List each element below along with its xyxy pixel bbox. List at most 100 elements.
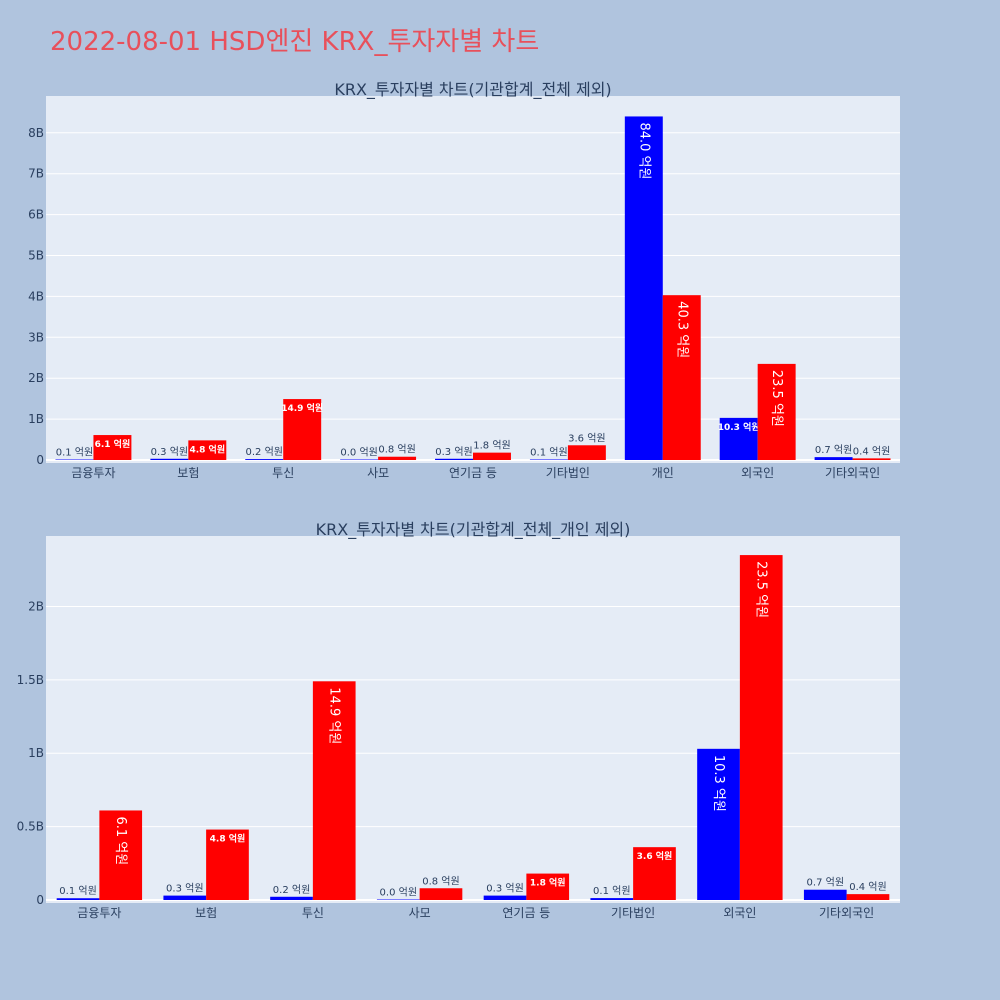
- bar-value-label: 23.5 억원: [769, 370, 784, 427]
- y-tick-label: 4B: [28, 289, 44, 303]
- bar: [312, 681, 356, 900]
- y-tick-label: 1.5B: [17, 673, 44, 687]
- bar: [697, 748, 740, 900]
- bar-value-label: 1.8 억원: [530, 877, 566, 889]
- bar: [150, 458, 189, 460]
- bar: [206, 829, 249, 900]
- x-tick-label: 보험: [195, 906, 217, 920]
- bar: [340, 459, 379, 460]
- y-tick-label: 8B: [28, 126, 44, 140]
- bar: [283, 399, 322, 460]
- bar-value-label: 4.8 억원: [210, 833, 246, 845]
- bar-value-label: 0.1 억원: [56, 447, 93, 459]
- bar-value-label: 4.8 억원: [189, 443, 225, 455]
- bar: [662, 295, 701, 460]
- bar-value-label: 0.7 억원: [815, 444, 852, 456]
- bar: [803, 889, 847, 900]
- bar: [846, 894, 890, 900]
- y-tick-label: 6B: [28, 208, 44, 222]
- y-tick-label: 0.5B: [17, 820, 44, 834]
- bar: [245, 459, 284, 460]
- bar-value-label: 0.2 억원: [273, 884, 310, 896]
- y-tick-label: 1B: [28, 412, 44, 426]
- bar: [590, 898, 634, 900]
- y-tick-label: 7B: [28, 167, 44, 181]
- y-tick-label: 5B: [28, 249, 44, 263]
- x-tick-label: 기타법인: [546, 466, 590, 480]
- bar-value-label: 0.4 억원: [853, 445, 890, 457]
- bar-value-label: 3.6 억원: [637, 850, 673, 862]
- page-title: 2022-08-01 HSD엔진 KRX_투자자별 차트: [50, 27, 539, 57]
- chart-panel-2: 0 0.5B 1B 1.5B 2B KRX_투자자별 차트(기관합계_전체_개인 제외) 금…: [17, 520, 900, 920]
- bar-value-label: 0.0 억원: [340, 447, 377, 459]
- bar-value-label: 0.4 억원: [849, 881, 886, 893]
- bar: [633, 847, 676, 900]
- bar-value-label: 1.8 억원: [473, 440, 510, 452]
- y-tick-label: 0: [36, 453, 44, 467]
- bar-value-label: 84.0 억원: [636, 122, 651, 179]
- bar: [757, 363, 796, 460]
- bar: [56, 898, 100, 900]
- bar: [483, 895, 527, 900]
- bar: [852, 458, 891, 460]
- x-tick-label: 개인: [652, 466, 674, 480]
- x-tick-label: 기타법인: [611, 906, 655, 920]
- bar: [739, 555, 783, 900]
- bar-value-label: 6.1 억원: [95, 438, 131, 450]
- y-tick-label: 1B: [28, 746, 44, 760]
- bar: [567, 445, 606, 460]
- bar-value-label: 0.3 억원: [486, 883, 523, 895]
- bar-value-label: 23.5 억원: [754, 561, 769, 618]
- x-tick-label: 투신: [272, 466, 294, 480]
- bar: [624, 116, 663, 461]
- bar-value-label: 0.7 억원: [807, 877, 844, 889]
- bar: [376, 899, 420, 900]
- y-tick-label: 2B: [28, 599, 44, 613]
- y-tick-label: 2B: [28, 371, 44, 385]
- bar: [163, 895, 207, 900]
- x-tick-label: 외국인: [741, 466, 774, 480]
- bar-value-label: 0.0 억원: [380, 887, 417, 899]
- x-tick-label: 금융투자: [77, 906, 121, 920]
- bar: [529, 459, 568, 460]
- bar-value-label: 0.1 억원: [530, 446, 567, 458]
- bar-value-label: 10.3 억원: [711, 755, 726, 812]
- bar-value-label: 0.1 억원: [59, 885, 96, 897]
- bar-value-label: 0.3 억원: [435, 446, 472, 458]
- chart-panel-1: 0 1B 2B 3B 4B 5B 6B 7B 8B KRX_투자자별 차트(기관합계_전체 제외)…: [28, 80, 900, 480]
- x-tick-label: 보험: [177, 466, 199, 480]
- bar: [93, 435, 132, 460]
- y-tick-label: 0: [36, 893, 44, 907]
- x-tick-label: 연기금 등: [502, 906, 550, 920]
- bar: [188, 440, 227, 460]
- bar-value-label: 40.3 억원: [674, 301, 689, 358]
- bar-value-label: 0.8 억원: [422, 875, 459, 887]
- bar-value-label: 6.1 억원: [113, 816, 128, 865]
- x-tick-label: 연기금 등: [449, 466, 497, 480]
- y-tick-label: 3B: [28, 330, 44, 344]
- bar: [378, 456, 417, 460]
- x-tick-label: 투신: [302, 906, 324, 920]
- bar: [719, 417, 758, 460]
- x-tick-label: 사모: [409, 906, 431, 920]
- chart-title: KRX_투자자별 차트(기관합계_전체_개인 제외): [316, 520, 631, 540]
- bar: [419, 888, 463, 900]
- bar: [99, 810, 143, 900]
- x-tick-label: 외국인: [723, 906, 756, 920]
- bar: [814, 457, 853, 460]
- bar-value-label: 0.3 억원: [166, 883, 203, 895]
- bar-value-label: 0.3 억원: [151, 446, 188, 458]
- bar-value-label: 0.8 억원: [378, 444, 415, 456]
- bar-value-label: 0.1 억원: [593, 885, 630, 897]
- bar-value-label: 0.2 억원: [246, 446, 283, 458]
- bar-value-label: 3.6 억원: [568, 432, 605, 444]
- x-tick-label: 기타외국인: [819, 906, 874, 920]
- x-tick-label: 기타외국인: [825, 466, 880, 480]
- bar: [55, 459, 94, 460]
- chart-title: KRX_투자자별 차트(기관합계_전체 제외): [334, 80, 611, 100]
- bar: [435, 458, 473, 460]
- x-tick-label: 금융투자: [71, 466, 115, 480]
- bar: [270, 896, 313, 900]
- bar-value-label: 14.9 억원: [327, 687, 342, 744]
